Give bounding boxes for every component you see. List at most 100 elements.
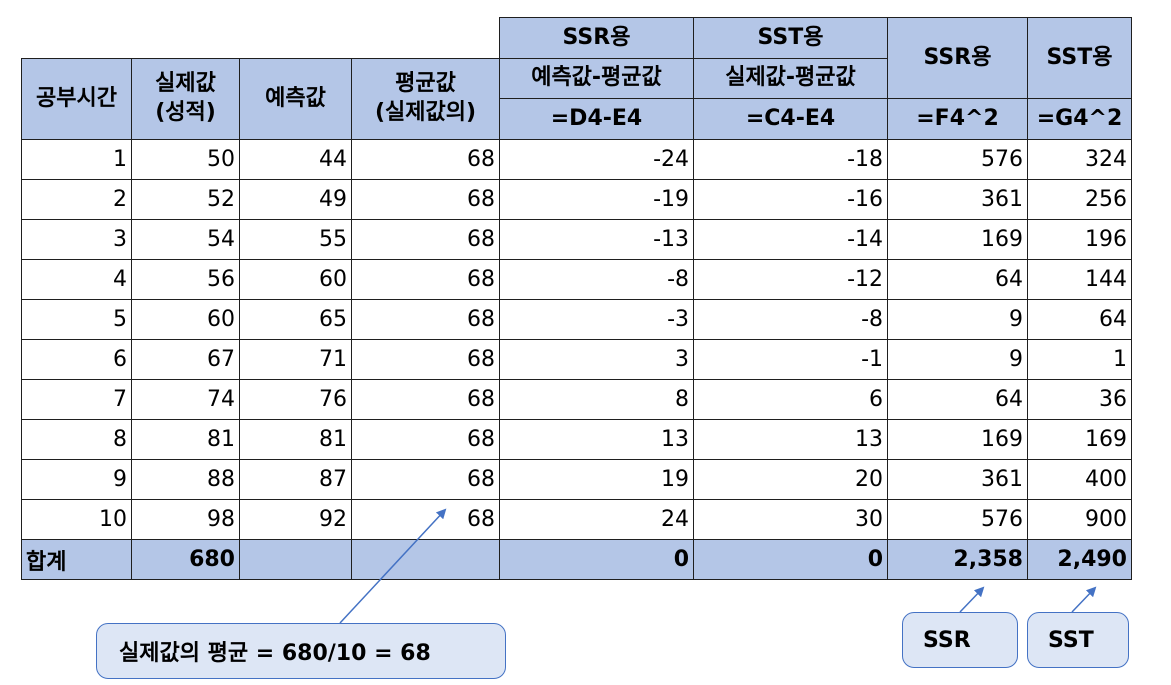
cell-hours[interactable]: 2	[21, 179, 132, 220]
cell-pred-minus-mean[interactable]: 24	[499, 499, 694, 540]
cell-mean[interactable]: 68	[351, 139, 500, 180]
cell-act-minus-mean[interactable]: -18	[693, 139, 888, 180]
cell-sst-squared[interactable]: 324	[1027, 139, 1132, 180]
cell-mean[interactable]: 68	[351, 419, 500, 460]
cell-hours[interactable]: 6	[21, 339, 132, 380]
cell-actual[interactable]: 50	[131, 139, 240, 180]
totals-pred-minus-mean[interactable]: 0	[499, 539, 694, 580]
totals-label[interactable]: 합계	[21, 539, 132, 580]
cell-pred-minus-mean[interactable]: 13	[499, 419, 694, 460]
cell-pred-minus-mean[interactable]: 8	[499, 379, 694, 420]
cell-ssr-squared[interactable]: 64	[887, 379, 1028, 420]
cell-ssr-squared[interactable]: 64	[887, 259, 1028, 300]
cell-sst-squared[interactable]: 36	[1027, 379, 1132, 420]
cell-predicted[interactable]: 60	[239, 259, 352, 300]
header-mean[interactable]: 평균값 (실제값의)	[351, 58, 500, 140]
cell-hours[interactable]: 1	[21, 139, 132, 180]
cell-predicted[interactable]: 49	[239, 179, 352, 220]
cell-pred-minus-mean[interactable]: -19	[499, 179, 694, 220]
totals-actual[interactable]: 680	[131, 539, 240, 580]
header-sst-group[interactable]: SST용	[693, 17, 888, 59]
cell-pred-minus-mean[interactable]: -8	[499, 259, 694, 300]
cell-pred-minus-mean[interactable]: -24	[499, 139, 694, 180]
cell-mean[interactable]: 68	[351, 259, 500, 300]
cell-predicted[interactable]: 44	[239, 139, 352, 180]
formula-ssr-square[interactable]: =F4^2	[887, 98, 1028, 140]
cell-act-minus-mean[interactable]: -12	[693, 259, 888, 300]
cell-actual[interactable]: 74	[131, 379, 240, 420]
cell-ssr-squared[interactable]: 576	[887, 499, 1028, 540]
cell-act-minus-mean[interactable]: -14	[693, 219, 888, 260]
cell-mean[interactable]: 68	[351, 459, 500, 500]
cell-actual[interactable]: 54	[131, 219, 240, 260]
totals-mean[interactable]	[351, 539, 500, 580]
header-sst-squared[interactable]: SST용	[1027, 17, 1132, 99]
cell-predicted[interactable]: 76	[239, 379, 352, 420]
cell-hours[interactable]: 7	[21, 379, 132, 420]
cell-pred-minus-mean[interactable]: 19	[499, 459, 694, 500]
cell-act-minus-mean[interactable]: -16	[693, 179, 888, 220]
cell-hours[interactable]: 10	[21, 499, 132, 540]
cell-sst-squared[interactable]: 256	[1027, 179, 1132, 220]
totals-act-minus-mean[interactable]: 0	[693, 539, 888, 580]
cell-predicted[interactable]: 71	[239, 339, 352, 380]
header-pred-minus-mean[interactable]: 예측값-평균값	[499, 58, 694, 99]
cell-pred-minus-mean[interactable]: -13	[499, 219, 694, 260]
cell-mean[interactable]: 68	[351, 179, 500, 220]
cell-ssr-squared[interactable]: 361	[887, 179, 1028, 220]
cell-pred-minus-mean[interactable]: -3	[499, 299, 694, 340]
formula-sst-square[interactable]: =G4^2	[1027, 98, 1132, 140]
cell-sst-squared[interactable]: 196	[1027, 219, 1132, 260]
cell-hours[interactable]: 5	[21, 299, 132, 340]
cell-predicted[interactable]: 55	[239, 219, 352, 260]
cell-predicted[interactable]: 65	[239, 299, 352, 340]
formula-ssr-diff[interactable]: =D4-E4	[499, 98, 694, 140]
cell-actual[interactable]: 67	[131, 339, 240, 380]
header-ssr-squared[interactable]: SSR용	[887, 17, 1028, 99]
cell-mean[interactable]: 68	[351, 339, 500, 380]
cell-actual[interactable]: 56	[131, 259, 240, 300]
cell-predicted[interactable]: 81	[239, 419, 352, 460]
cell-ssr-squared[interactable]: 169	[887, 419, 1028, 460]
header-predicted[interactable]: 예측값	[239, 58, 352, 140]
cell-act-minus-mean[interactable]: 30	[693, 499, 888, 540]
cell-ssr-squared[interactable]: 9	[887, 339, 1028, 380]
totals-ssr[interactable]: 2,358	[887, 539, 1028, 580]
header-actual[interactable]: 실제값 (성적)	[131, 58, 240, 140]
cell-actual[interactable]: 60	[131, 299, 240, 340]
cell-hours[interactable]: 8	[21, 419, 132, 460]
header-ssr-group[interactable]: SSR용	[499, 17, 694, 59]
cell-actual[interactable]: 52	[131, 179, 240, 220]
totals-sst[interactable]: 2,490	[1027, 539, 1132, 580]
cell-act-minus-mean[interactable]: 13	[693, 419, 888, 460]
cell-act-minus-mean[interactable]: -8	[693, 299, 888, 340]
cell-predicted[interactable]: 87	[239, 459, 352, 500]
cell-mean[interactable]: 68	[351, 379, 500, 420]
header-act-minus-mean[interactable]: 실제값-평균값	[693, 58, 888, 99]
cell-mean[interactable]: 68	[351, 219, 500, 260]
cell-actual[interactable]: 88	[131, 459, 240, 500]
cell-hours[interactable]: 9	[21, 459, 132, 500]
cell-act-minus-mean[interactable]: 6	[693, 379, 888, 420]
cell-hours[interactable]: 3	[21, 219, 132, 260]
cell-mean[interactable]: 68	[351, 499, 500, 540]
cell-ssr-squared[interactable]: 9	[887, 299, 1028, 340]
cell-pred-minus-mean[interactable]: 3	[499, 339, 694, 380]
cell-ssr-squared[interactable]: 169	[887, 219, 1028, 260]
cell-act-minus-mean[interactable]: -1	[693, 339, 888, 380]
cell-mean[interactable]: 68	[351, 299, 500, 340]
cell-ssr-squared[interactable]: 576	[887, 139, 1028, 180]
cell-actual[interactable]: 81	[131, 419, 240, 460]
cell-predicted[interactable]: 92	[239, 499, 352, 540]
totals-predicted[interactable]	[239, 539, 352, 580]
cell-sst-squared[interactable]: 1	[1027, 339, 1132, 380]
cell-act-minus-mean[interactable]: 20	[693, 459, 888, 500]
cell-sst-squared[interactable]: 400	[1027, 459, 1132, 500]
cell-ssr-squared[interactable]: 361	[887, 459, 1028, 500]
cell-sst-squared[interactable]: 144	[1027, 259, 1132, 300]
header-study-hours[interactable]: 공부시간	[21, 58, 132, 140]
formula-sst-diff[interactable]: =C4-E4	[693, 98, 888, 140]
cell-hours[interactable]: 4	[21, 259, 132, 300]
cell-actual[interactable]: 98	[131, 499, 240, 540]
cell-sst-squared[interactable]: 169	[1027, 419, 1132, 460]
